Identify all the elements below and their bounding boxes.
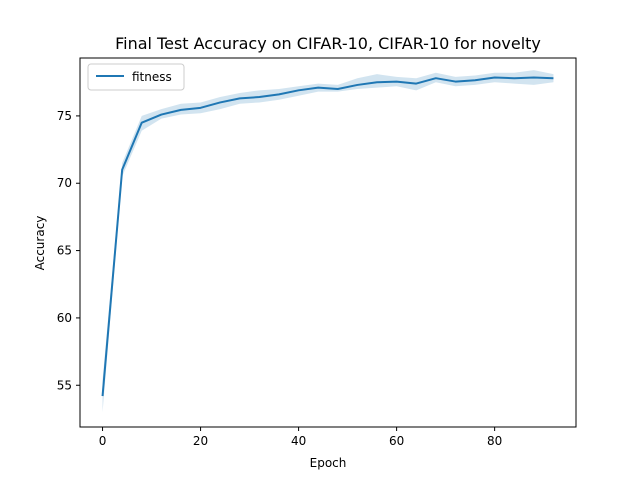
y-tick-label: 65 xyxy=(57,244,72,258)
y-axis-label: Accuracy xyxy=(33,216,47,271)
x-tick-label: 20 xyxy=(193,434,208,448)
chart-title: Final Test Accuracy on CIFAR-10, CIFAR-1… xyxy=(115,34,541,53)
series-line-fitness xyxy=(101,76,554,397)
y-tick-label: 75 xyxy=(57,109,72,123)
x-tick-label: 60 xyxy=(389,434,404,448)
y-tick-label: 60 xyxy=(57,311,72,325)
legend: fitness xyxy=(87,63,185,91)
x-tick-label: 80 xyxy=(487,434,502,448)
y-tick-label: 70 xyxy=(57,176,72,190)
legend-label-fitness: fitness xyxy=(132,70,172,84)
y-tick-label: 55 xyxy=(57,378,72,392)
x-axis-label: Epoch xyxy=(310,456,347,470)
x-tick-label: 40 xyxy=(291,434,306,448)
plot-area: 0 20 40 60 80 55 60 65 70 75 xyxy=(57,57,577,448)
x-tick-label: 0 xyxy=(99,434,107,448)
axes-frame xyxy=(79,57,577,428)
legend-box xyxy=(87,63,185,91)
